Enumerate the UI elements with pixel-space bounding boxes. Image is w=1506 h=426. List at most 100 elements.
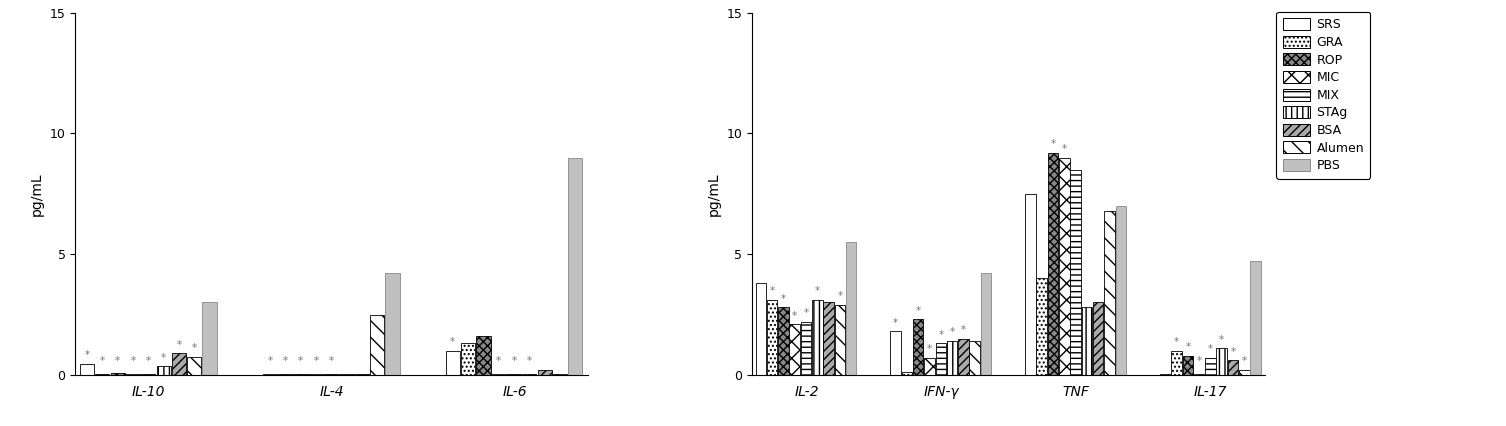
Bar [756, 283, 767, 375]
Text: *: * [527, 357, 532, 366]
Bar [970, 341, 980, 375]
Bar [1182, 356, 1193, 375]
Text: *: * [298, 357, 303, 366]
Bar [1205, 358, 1215, 375]
Text: *: * [176, 340, 182, 349]
Bar [1104, 211, 1114, 375]
Bar [1250, 262, 1261, 375]
Text: *: * [961, 325, 965, 335]
Bar [386, 273, 399, 375]
Bar [947, 341, 958, 375]
Bar [925, 358, 935, 375]
Bar [789, 324, 800, 375]
Bar [1217, 348, 1227, 375]
Text: *: * [1220, 335, 1224, 345]
Text: *: * [916, 306, 920, 316]
Bar [1093, 302, 1104, 375]
Bar [279, 374, 292, 375]
Bar [1048, 153, 1059, 375]
Text: *: * [268, 357, 273, 366]
Text: *: * [131, 357, 136, 366]
Text: *: * [146, 357, 151, 366]
Bar [324, 374, 339, 375]
Text: *: * [792, 311, 797, 321]
Bar [1172, 351, 1182, 375]
Bar [568, 158, 583, 375]
Bar [1026, 194, 1036, 375]
Bar [980, 273, 991, 375]
Bar [523, 374, 536, 375]
Bar [1071, 170, 1081, 375]
Bar [294, 374, 307, 375]
Bar [309, 374, 322, 375]
Bar [958, 339, 968, 375]
Bar [142, 374, 155, 375]
Text: *: * [114, 357, 120, 366]
Text: *: * [770, 286, 774, 296]
Bar [812, 300, 822, 375]
Text: *: * [161, 353, 166, 363]
Bar [80, 364, 95, 375]
Bar [1036, 278, 1047, 375]
Bar [157, 366, 170, 375]
Text: *: * [804, 308, 809, 318]
Text: *: * [928, 344, 932, 354]
Bar [370, 314, 384, 375]
Text: *: * [512, 357, 517, 366]
Bar [1227, 360, 1238, 375]
Bar [1239, 370, 1250, 375]
Bar [801, 322, 812, 375]
Bar [1059, 158, 1069, 375]
Text: *: * [815, 286, 819, 296]
Bar [846, 242, 857, 375]
Text: *: * [328, 357, 334, 366]
Text: *: * [1175, 337, 1179, 347]
Bar [446, 351, 459, 375]
Text: *: * [495, 357, 501, 366]
Bar [355, 374, 369, 375]
Text: *: * [1051, 139, 1056, 149]
Bar [110, 373, 125, 375]
Bar [187, 357, 202, 375]
Text: *: * [1242, 357, 1247, 366]
Text: *: * [837, 291, 842, 301]
Text: *: * [893, 318, 898, 328]
Bar [779, 307, 789, 375]
Bar [127, 374, 140, 375]
Bar [262, 374, 277, 375]
Text: *: * [1197, 357, 1202, 366]
Text: *: * [950, 328, 955, 337]
Bar [95, 374, 110, 375]
Bar [339, 374, 354, 375]
Text: *: * [84, 351, 89, 360]
Bar [902, 372, 913, 375]
Text: *: * [450, 337, 455, 347]
Bar [476, 336, 491, 375]
Text: *: * [1208, 344, 1212, 354]
Bar [834, 305, 845, 375]
Bar [538, 370, 551, 375]
Bar [491, 374, 506, 375]
Bar [767, 300, 777, 375]
Bar [172, 353, 187, 375]
Bar [1194, 374, 1205, 375]
Bar [824, 302, 834, 375]
Text: *: * [1230, 347, 1235, 357]
Y-axis label: pg/mL: pg/mL [30, 172, 44, 216]
Bar [935, 343, 946, 375]
Text: *: * [1062, 144, 1066, 154]
Text: *: * [938, 330, 943, 340]
Text: *: * [191, 343, 197, 353]
Bar [202, 302, 217, 375]
Bar [1160, 374, 1170, 375]
Text: *: * [283, 357, 288, 366]
Bar [508, 374, 521, 375]
Text: *: * [782, 294, 786, 304]
Text: *: * [99, 357, 105, 366]
Legend: SRS, GRA, ROP, MIC, MIX, STAg, BSA, Alumen, PBS: SRS, GRA, ROP, MIC, MIX, STAg, BSA, Alum… [1277, 12, 1370, 178]
Bar [461, 343, 476, 375]
Bar [553, 374, 568, 375]
Text: *: * [313, 357, 318, 366]
Bar [1081, 307, 1092, 375]
Bar [913, 320, 923, 375]
